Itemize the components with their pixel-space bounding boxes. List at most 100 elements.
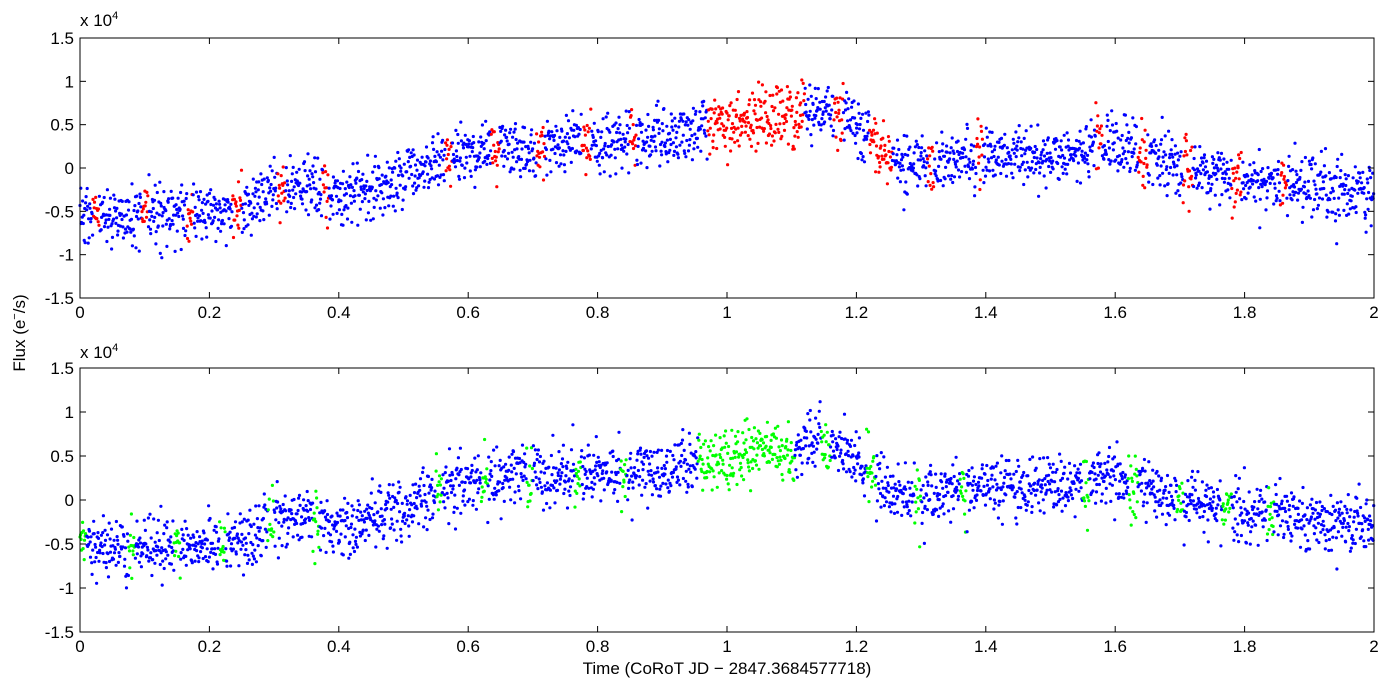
flagged-point <box>785 106 789 110</box>
flagged-point <box>926 157 930 161</box>
flagged-point <box>792 478 796 482</box>
flagged-point <box>277 199 281 203</box>
data-point <box>667 131 672 135</box>
data-point <box>958 472 962 476</box>
flagged-point <box>1183 136 1187 140</box>
data-point <box>630 474 634 478</box>
data-point <box>459 139 463 143</box>
data-point <box>598 172 602 176</box>
data-point <box>1350 194 1354 198</box>
flagged-point <box>743 120 747 124</box>
data-point <box>549 453 554 458</box>
data-point <box>1258 197 1262 201</box>
data-point <box>819 128 823 132</box>
flagged-point <box>313 562 317 566</box>
data-point <box>1068 158 1072 162</box>
data-point <box>517 157 521 161</box>
flagged-point <box>961 494 965 498</box>
data-point <box>331 550 335 554</box>
flagged-point <box>574 467 578 471</box>
data-point <box>991 168 995 172</box>
flagged-point <box>1138 146 1142 150</box>
data-point <box>681 476 686 481</box>
data-point <box>590 129 594 133</box>
data-point <box>121 236 125 240</box>
flagged-point <box>723 445 727 449</box>
data-point <box>1336 208 1340 212</box>
flagged-point <box>730 466 734 470</box>
data-point <box>84 201 88 205</box>
data-point <box>501 486 505 490</box>
flagged-point <box>1230 216 1234 220</box>
data-point <box>350 514 354 518</box>
data-point <box>937 514 941 519</box>
data-point <box>654 149 658 153</box>
data-point <box>1358 176 1362 180</box>
data-point <box>1179 181 1183 185</box>
data-point <box>531 147 535 151</box>
data-point <box>213 552 218 557</box>
flagged-point <box>835 115 839 119</box>
flagged-point <box>585 123 589 128</box>
data-point <box>1015 148 1019 152</box>
data-point <box>1104 486 1108 490</box>
data-point <box>980 463 985 467</box>
data-point <box>890 502 894 506</box>
flagged-point <box>92 206 96 210</box>
data-point <box>370 477 374 481</box>
data-point <box>627 126 632 130</box>
data-point <box>250 217 254 221</box>
data-point <box>117 551 121 555</box>
data-point <box>542 459 546 463</box>
data-point <box>1107 146 1111 150</box>
data-point <box>381 537 385 541</box>
data-point <box>816 106 820 110</box>
flagged-point <box>777 130 781 134</box>
data-point <box>189 536 193 540</box>
data-point <box>1029 146 1033 150</box>
data-point <box>341 169 345 173</box>
flagged-point <box>1176 507 1180 512</box>
data-point <box>141 552 145 556</box>
data-point <box>1019 140 1023 144</box>
flagged-point <box>237 226 241 230</box>
data-point <box>512 466 516 470</box>
data-point <box>615 130 619 135</box>
flagged-point <box>915 468 919 472</box>
data-point <box>1047 164 1051 169</box>
flagged-point <box>931 181 935 185</box>
data-point <box>107 559 112 564</box>
data-point <box>1215 166 1219 170</box>
data-point <box>1274 194 1279 198</box>
data-point <box>380 523 384 527</box>
data-point <box>1187 495 1191 499</box>
flagged-point <box>754 463 759 467</box>
flagged-point <box>313 517 317 521</box>
data-point <box>1044 186 1048 190</box>
data-point <box>164 557 168 561</box>
data-point <box>1324 193 1328 197</box>
data-point <box>417 522 421 526</box>
data-point <box>1023 495 1027 499</box>
top-panel: 0 0.2 0.4 0.6 0.8 1 1.2 1.4 1.6 1.8 2-1.5-1-0.500.… <box>45 10 1379 322</box>
data-point <box>985 463 989 468</box>
data-point <box>968 481 972 486</box>
flagged-point <box>541 150 545 154</box>
flagged-point <box>868 128 872 132</box>
flagged-point <box>735 482 739 487</box>
data-point <box>1109 159 1113 163</box>
flagged-point <box>800 119 804 123</box>
data-point <box>538 480 542 485</box>
data-point <box>297 538 301 542</box>
flagged-point <box>748 126 753 130</box>
data-point <box>983 472 987 476</box>
data-point <box>993 478 997 482</box>
data-point <box>1174 479 1178 483</box>
data-point <box>953 162 958 166</box>
data-point <box>520 475 524 479</box>
data-point <box>693 467 697 471</box>
data-point <box>1274 168 1278 172</box>
flagged-point <box>94 195 98 199</box>
data-point <box>292 195 296 200</box>
